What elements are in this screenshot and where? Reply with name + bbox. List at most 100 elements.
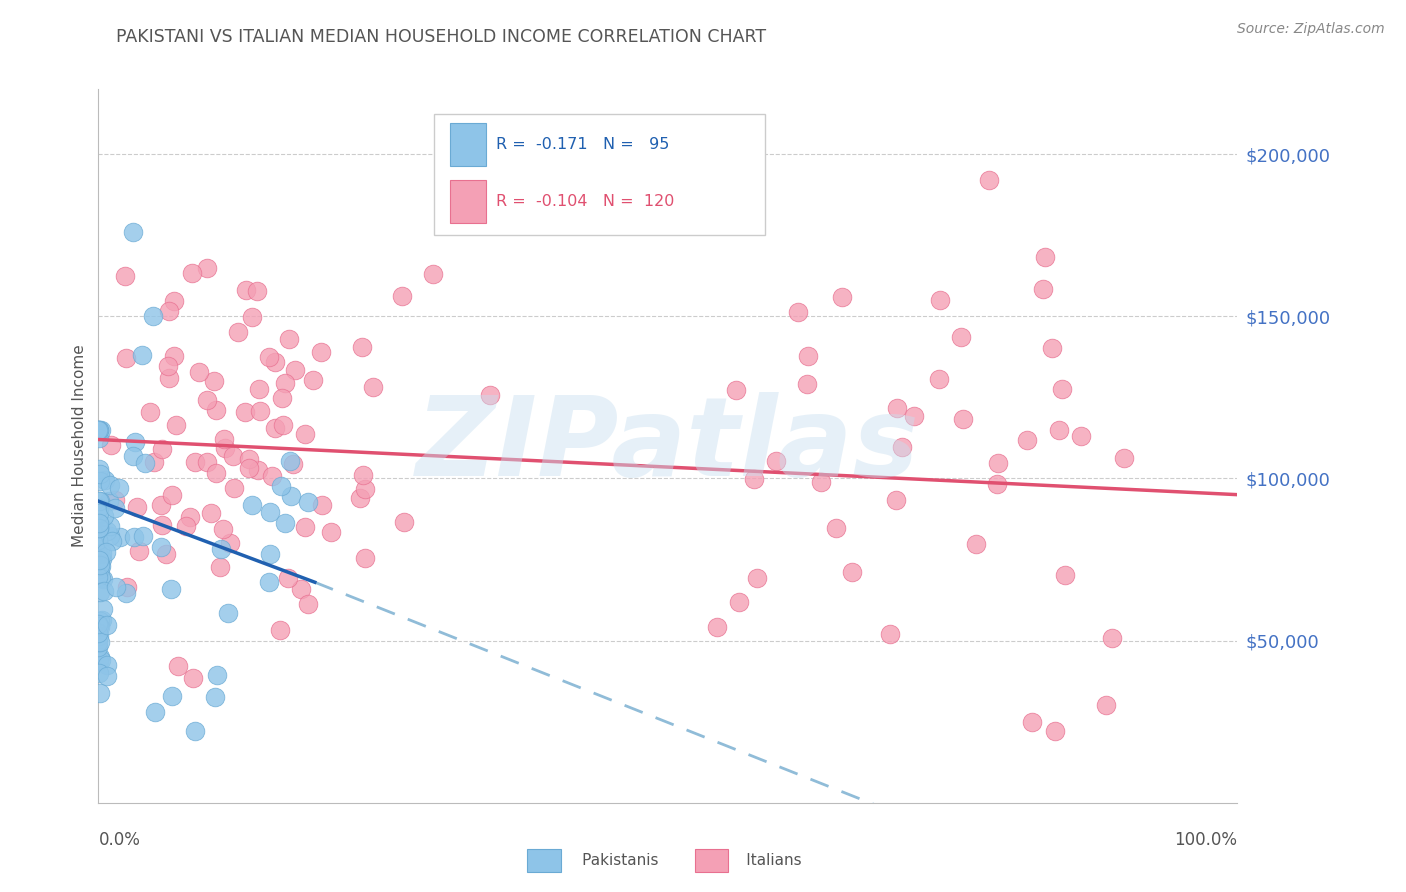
FancyBboxPatch shape [450,180,485,223]
Point [1032,282,1054,296]
Point [101,533,124,548]
Point [96,524,118,539]
Point [796,377,818,392]
Point [309,344,332,359]
Point [831,290,853,304]
Point [352,468,374,483]
Point [263,355,285,369]
Point [87,635,110,649]
Point [226,325,249,339]
Point [179,509,201,524]
Point [271,417,294,432]
Point [903,409,925,424]
Point [297,494,319,508]
Point [107,481,129,495]
Point [121,225,143,239]
Point [87,625,110,640]
Point [87,462,110,476]
Point [149,498,172,512]
Point [311,499,333,513]
Point [204,690,226,704]
Point [1033,250,1056,264]
Point [952,412,974,426]
Point [247,383,270,397]
Point [87,654,110,668]
Text: R =  -0.171   N =   95: R = -0.171 N = 95 [496,137,669,152]
Point [233,405,256,419]
Point [238,461,260,475]
Point [949,329,972,343]
Point [727,595,749,609]
Point [157,371,180,385]
Point [100,519,122,533]
Point [128,544,150,558]
Point [209,542,232,557]
Point [97,494,120,508]
Point [89,649,111,664]
Point [321,524,343,539]
Point [89,516,111,531]
Text: Source: ZipAtlas.com: Source: ZipAtlas.com [1237,22,1385,37]
Point [184,455,207,469]
Point [354,482,377,496]
Point [91,601,114,615]
Point [145,705,167,719]
Point [181,671,204,685]
Point [87,521,110,535]
Point [89,534,111,549]
Point [89,686,111,700]
Point [87,521,110,535]
Point [87,617,110,632]
Point [89,562,111,576]
Point [87,423,110,437]
Point [246,285,269,299]
Point [240,498,263,512]
Point [1070,429,1092,443]
Point [93,583,115,598]
Point [257,574,280,589]
Point [259,547,281,561]
Point [274,376,297,390]
Point [89,620,111,634]
Point [96,669,118,683]
Point [280,489,302,503]
Point [273,516,295,530]
Point [181,266,204,280]
Point [142,455,165,469]
Point [391,289,413,303]
Point [246,462,269,476]
Point [1043,724,1066,739]
Point [259,506,281,520]
Point [363,380,385,394]
Point [747,571,769,585]
Point [208,560,231,574]
Point [222,481,245,495]
Point [297,598,319,612]
Point [184,724,207,739]
Point [238,451,260,466]
Point [263,421,285,435]
Point [214,432,236,446]
Point [765,454,787,468]
Point [93,508,115,523]
Point [87,423,110,437]
Point [165,417,187,432]
Point [235,283,257,297]
Point [87,558,110,572]
Point [89,541,111,556]
Point [841,566,863,580]
Point [422,267,444,281]
Point [1054,567,1077,582]
Point [91,546,114,560]
Point [195,455,218,469]
Point [278,332,301,346]
Point [87,558,110,572]
Point [89,467,111,481]
Point [94,545,117,559]
Point [222,449,245,463]
Point [87,533,110,547]
Point [205,403,228,417]
Point [1112,450,1135,465]
Point [87,423,110,437]
Point [150,442,173,456]
